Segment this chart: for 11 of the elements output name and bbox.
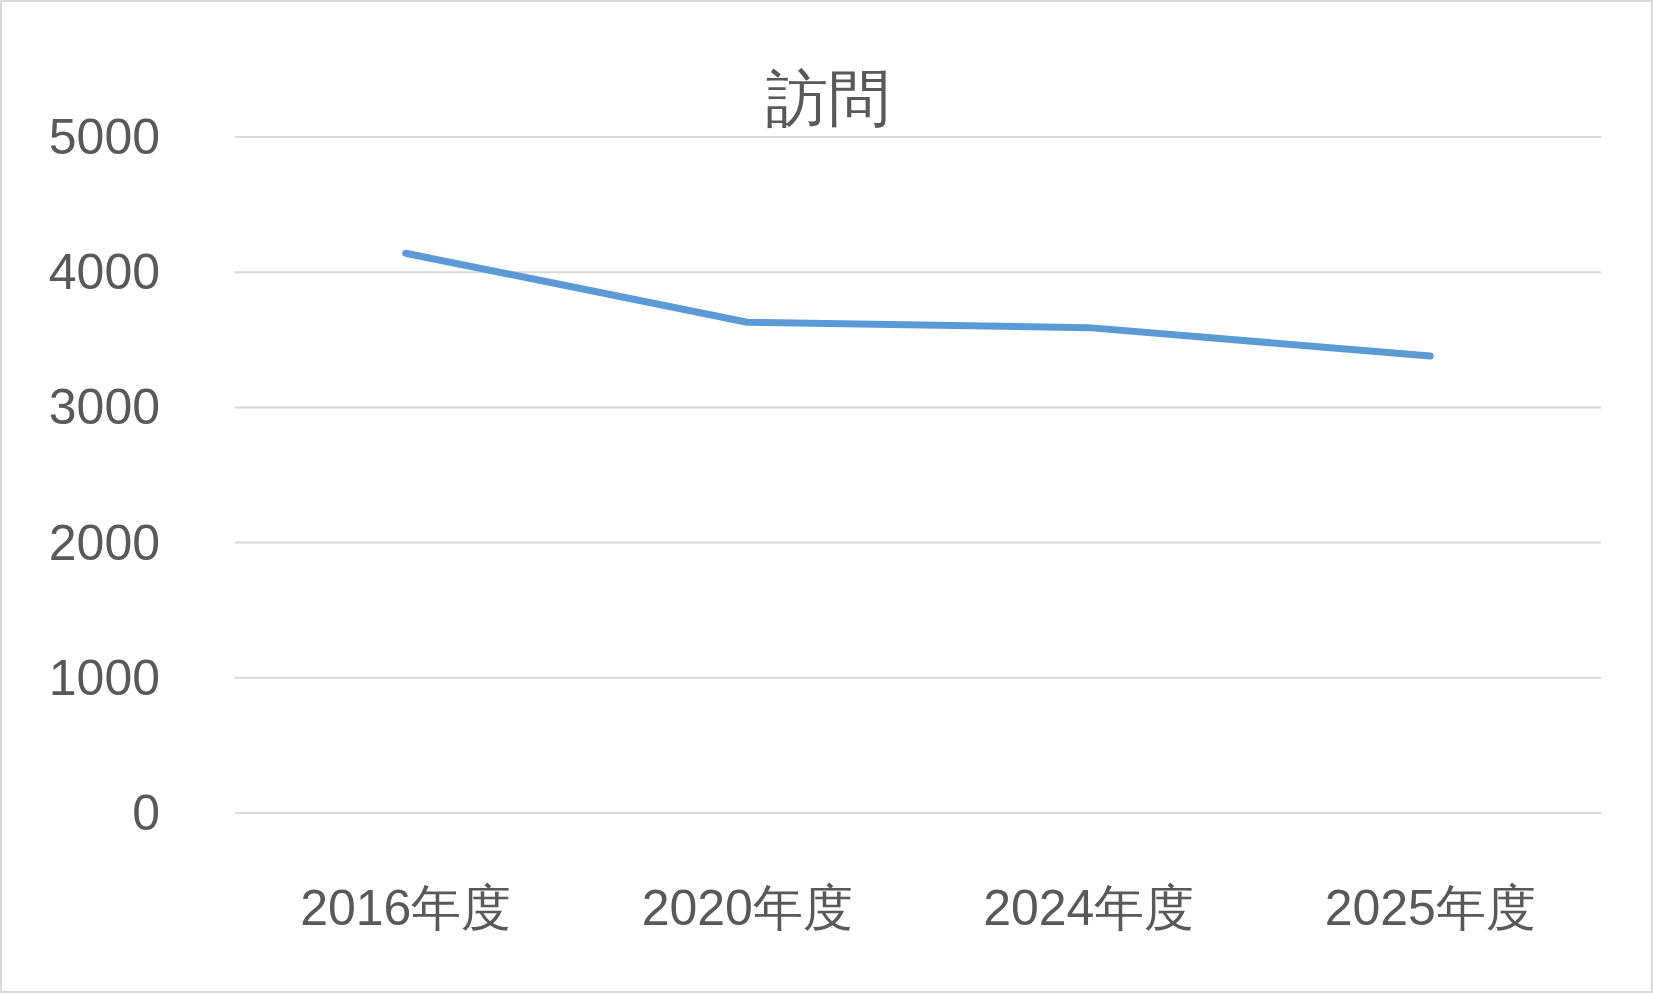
y-tick-label: 3000 (48, 379, 160, 436)
x-tick-label: 2025年度 (1324, 880, 1536, 936)
y-tick-label: 5000 (48, 109, 160, 165)
x-tick-label: 2024年度 (983, 880, 1195, 936)
x-tick-label: 2020年度 (641, 880, 853, 936)
y-tick-label: 2000 (48, 514, 160, 571)
y-tick-label: 0 (132, 785, 160, 841)
x-tick-label: 2016年度 (300, 880, 512, 936)
y-tick-label: 1000 (48, 649, 160, 706)
chart-title: 訪問 (766, 63, 890, 133)
y-tick-label: 4000 (48, 244, 160, 301)
